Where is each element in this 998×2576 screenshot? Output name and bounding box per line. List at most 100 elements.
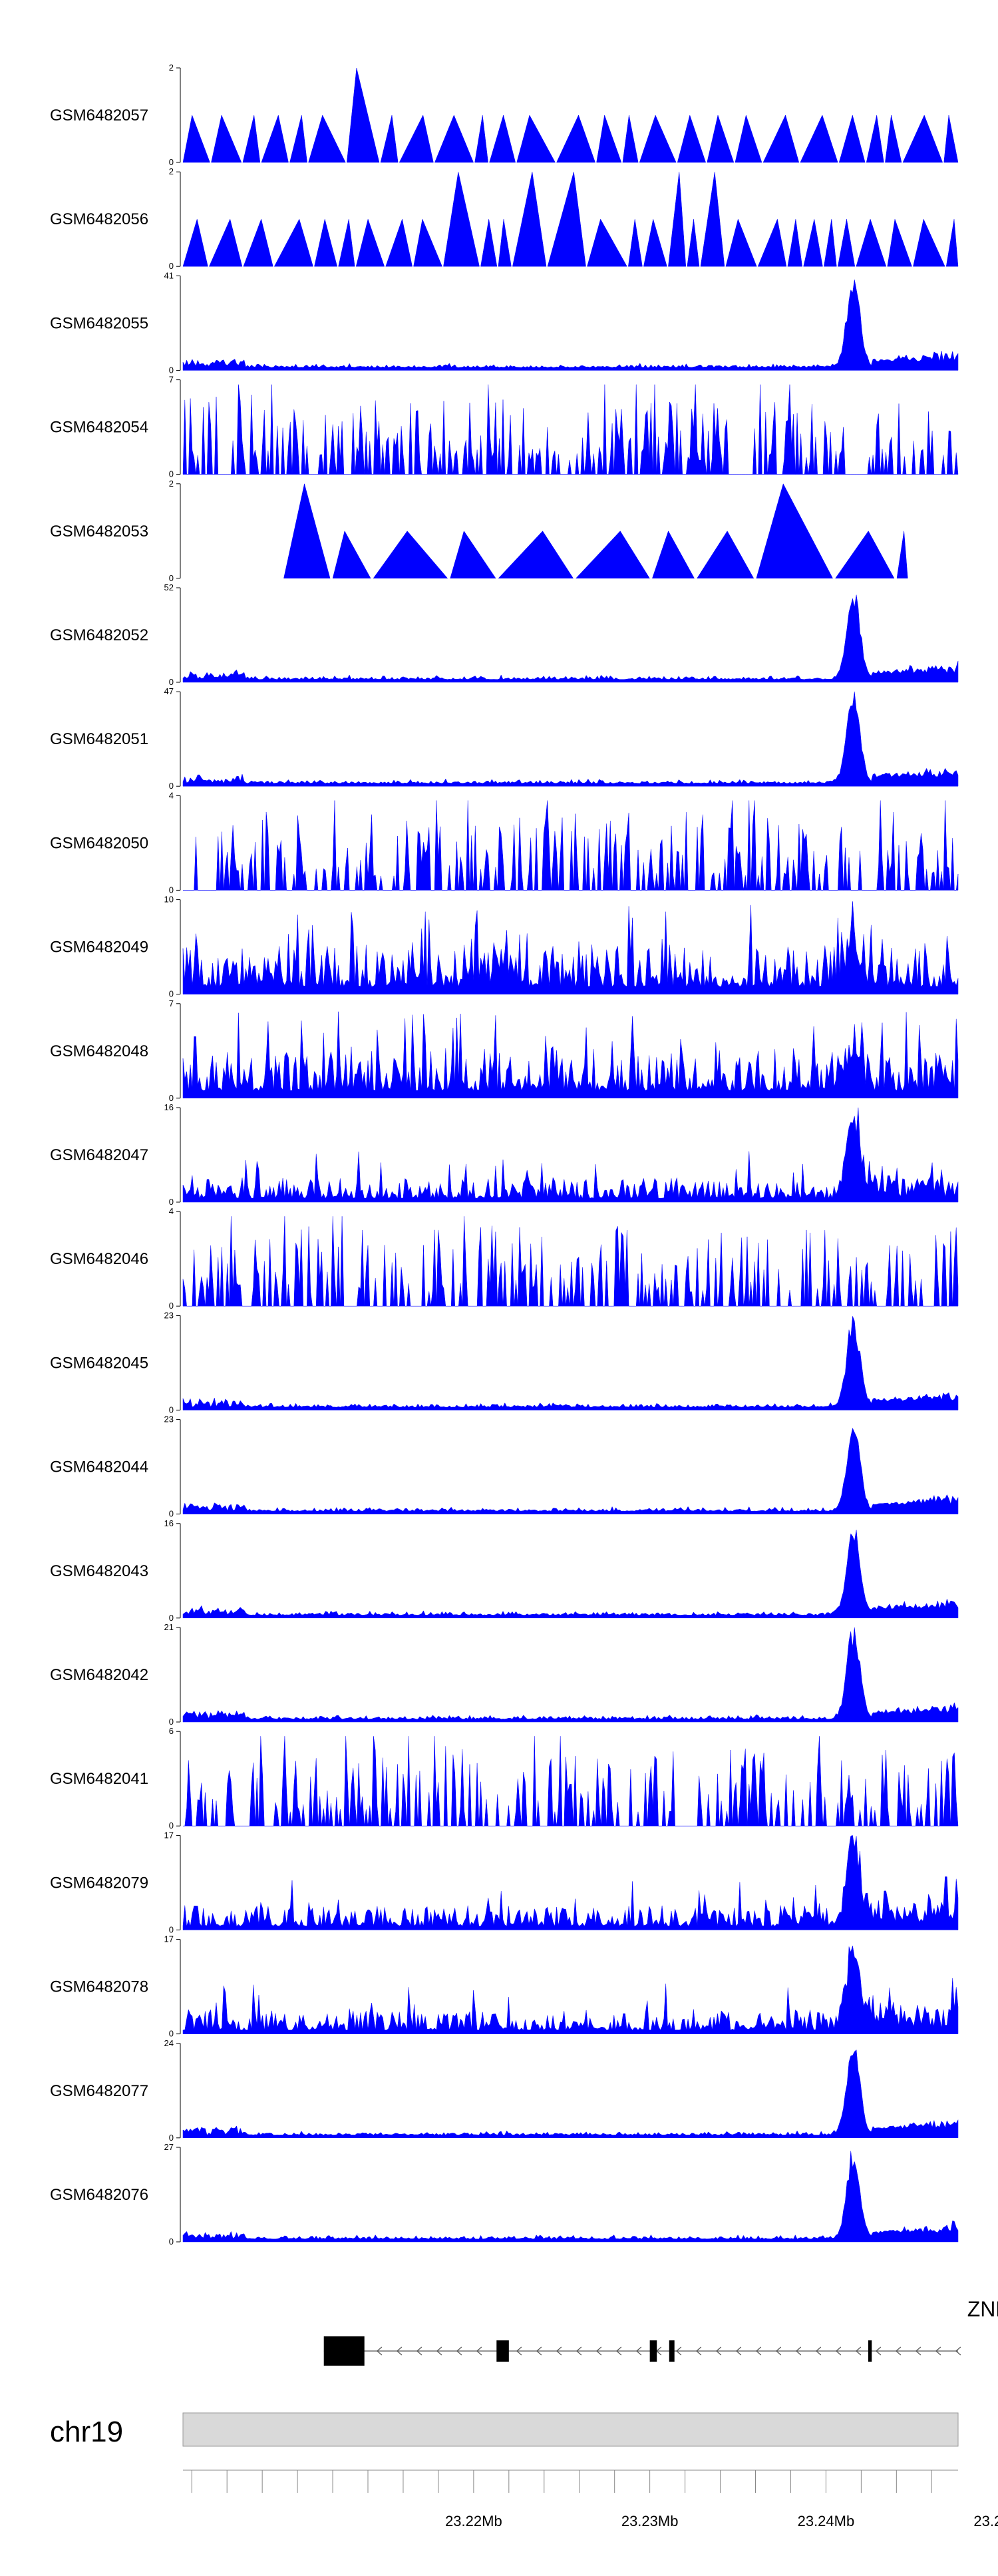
track-label: GSM6482048: [50, 1042, 148, 1060]
gene-name-label: ZNF724: [967, 2297, 998, 2321]
strand-arrow: [536, 2346, 542, 2356]
coverage-area: [182, 67, 959, 163]
track-label: GSM6482076: [50, 2186, 148, 2204]
y-max-label: 23: [164, 1414, 174, 1424]
strand-arrow: [815, 2346, 822, 2356]
y-max-label: 16: [164, 1102, 174, 1112]
coverage-area: [182, 1627, 959, 1723]
track-GSM6482051: GSM6482051 47 0: [50, 686, 959, 791]
coverage-area: [182, 692, 959, 787]
y-min-label: 0: [169, 1093, 174, 1103]
coverage-area: [182, 594, 959, 683]
utr-block: [323, 2336, 337, 2366]
coverage-area: [182, 1316, 959, 1410]
y-max-label: 4: [169, 790, 174, 800]
strand-arrow: [556, 2346, 562, 2356]
y-max-label: 2: [169, 479, 174, 489]
coverage-area: [182, 1216, 959, 1307]
x-tick-label: 23.22Mb: [445, 2513, 502, 2529]
coverage-area: [182, 1107, 959, 1203]
y-min-label: 0: [169, 573, 174, 583]
strand-arrow: [835, 2346, 842, 2356]
y-max-label: 17: [164, 1934, 174, 1944]
track-label: GSM6482044: [50, 1458, 148, 1476]
y-max-label: 24: [164, 2038, 174, 2048]
x-tick-label: 23.23Mb: [621, 2513, 679, 2529]
y-max-label: 16: [164, 1518, 174, 1528]
track-label: GSM6482051: [50, 730, 148, 748]
y-min-label: 0: [169, 1404, 174, 1414]
track-label: GSM6482042: [50, 1666, 148, 1684]
track-GSM6482052: GSM6482052 52 0: [50, 582, 959, 687]
coverage-area: [183, 800, 959, 891]
y-max-label: 41: [164, 270, 174, 280]
strand-arrow: [875, 2346, 882, 2356]
y-min-label: 0: [169, 2029, 174, 2039]
coverage-area: [183, 1736, 959, 1826]
track-GSM6482041: GSM6482041 6 0: [50, 1726, 959, 1830]
y-min-label: 0: [169, 1197, 174, 1207]
track-label: GSM6482041: [50, 1770, 148, 1788]
coverage-area: [182, 1011, 959, 1099]
y-min-label: 0: [169, 1509, 174, 1519]
exon-block: [669, 2340, 675, 2362]
strand-arrow: [436, 2346, 442, 2356]
exon-block: [868, 2340, 872, 2362]
strand-arrow: [456, 2346, 462, 2356]
strand-arrow: [376, 2346, 383, 2356]
coverage-area: [182, 280, 959, 371]
y-min-label: 0: [169, 261, 174, 271]
track-label: GSM6482047: [50, 1146, 148, 1164]
track-GSM6482054: GSM6482054 7 0: [50, 375, 959, 479]
coverage-tracks: GSM648205720GSM648205620GSM6482055410GSM…: [50, 63, 959, 2247]
y-max-label: 17: [164, 1830, 174, 1840]
track-GSM6482077: GSM6482077 24 0: [50, 2038, 959, 2143]
track-label: GSM6482045: [50, 1354, 148, 1372]
track-GSM6482048: GSM6482048 7 0: [50, 998, 959, 1103]
y-min-label: 0: [169, 781, 174, 791]
coverage-area: [182, 1946, 959, 2034]
coverage-area: [182, 172, 959, 267]
track-GSM6482076: GSM6482076 27 0: [50, 2142, 959, 2247]
coverage-area: [182, 2049, 959, 2139]
track-GSM6482046: GSM6482046 4 0: [50, 1206, 959, 1311]
track-label: GSM6482052: [50, 626, 148, 644]
strand-arrow: [595, 2346, 602, 2356]
strand-arrow: [715, 2346, 722, 2356]
track-label: GSM6482056: [50, 210, 148, 228]
y-min-label: 0: [169, 1613, 174, 1623]
track-label: GSM6482077: [50, 2082, 148, 2100]
coverage-area: [182, 901, 959, 994]
track-GSM6482056: GSM6482056 2 0: [50, 166, 959, 271]
track-label: GSM6482043: [50, 1562, 148, 1580]
gene-annotation-track: ZNF724: [323, 2297, 998, 2366]
y-min-label: 0: [169, 989, 174, 999]
y-max-label: 2: [169, 63, 174, 73]
track-label: GSM6482046: [50, 1250, 148, 1268]
y-max-label: 21: [164, 1622, 174, 1632]
y-max-label: 52: [164, 582, 174, 592]
strand-arrow: [795, 2346, 802, 2356]
strand-arrow: [735, 2346, 742, 2356]
track-GSM6482043: GSM6482043 16 0: [50, 1518, 959, 1623]
strand-arrow: [675, 2346, 682, 2356]
coverage-area: [182, 1427, 959, 1514]
track-GSM6482050: GSM6482050 4 0: [50, 790, 959, 895]
track-GSM6482049: GSM6482049 10 0: [50, 895, 959, 999]
y-min-label: 0: [169, 1821, 174, 1830]
y-min-label: 0: [169, 469, 174, 479]
track-GSM6482079: GSM6482079 17 0: [50, 1830, 959, 1934]
y-max-label: 27: [164, 2142, 174, 2152]
track-GSM6482047: GSM6482047 16 0: [50, 1102, 959, 1207]
strand-arrow: [935, 2346, 941, 2356]
strand-arrow: [576, 2346, 582, 2356]
strand-arrow: [416, 2346, 422, 2356]
track-GSM6482045: GSM6482045 23 0: [50, 1310, 959, 1414]
y-min-label: 0: [169, 2237, 174, 2247]
y-max-label: 7: [169, 375, 174, 385]
track-GSM6482053: GSM6482053 2 0: [50, 479, 908, 583]
y-max-label: 6: [169, 1726, 174, 1736]
y-min-label: 0: [169, 885, 174, 895]
coverage-area: [182, 384, 959, 475]
track-label: GSM6482055: [50, 314, 148, 332]
